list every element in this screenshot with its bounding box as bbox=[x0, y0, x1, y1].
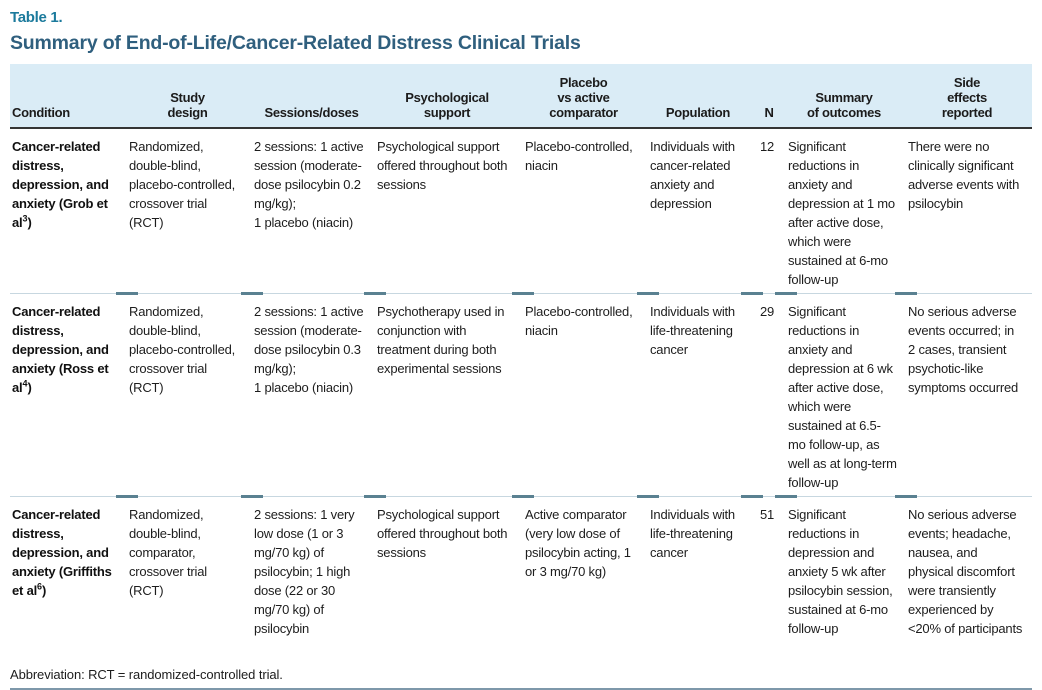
cell-study-design: Randomized, double-blind, placebo-contro… bbox=[116, 292, 252, 497]
cell-comparator: Placebo-controlled, niacin bbox=[512, 292, 648, 497]
condition-text: Cancer-related distress, depression, and… bbox=[12, 304, 109, 395]
cell-condition: Cancer-related distress, depression, and… bbox=[10, 293, 127, 497]
column-header-n: N bbox=[752, 64, 786, 129]
table-row: Cancer-related distress, depression, and… bbox=[10, 292, 1032, 497]
cell-side-effects: There were no clinically significant adv… bbox=[908, 139, 1020, 211]
table-label: Table 1. bbox=[10, 9, 63, 26]
cell-comparator: Active comparator (very low dose of psil… bbox=[512, 495, 648, 654]
cell-sessions-doses: 2 sessions: 1 active session (moderate-d… bbox=[254, 139, 364, 230]
column-header-population: Population bbox=[648, 64, 752, 129]
cell-population: Individuals with life-threatening cancer bbox=[637, 495, 752, 654]
cell-condition: Cancer-related distress, depression, and… bbox=[10, 128, 127, 294]
cell-condition: Cancer-related distress, depression, and… bbox=[10, 496, 127, 654]
cell-population: Individuals with cancer-related anxiety … bbox=[650, 139, 735, 211]
column-header-comparator: Placebo vs active comparator bbox=[523, 64, 648, 129]
cell-population: Individuals with life-threatening cancer bbox=[637, 292, 752, 497]
condition-suffix: ) bbox=[27, 380, 32, 395]
column-header-psychological-support: Psychological support bbox=[375, 64, 523, 129]
condition-suffix: ) bbox=[27, 215, 32, 230]
reference-superscript: 6 bbox=[37, 581, 43, 592]
column-header-condition: Condition bbox=[10, 64, 127, 129]
condition-suffix: ) bbox=[42, 583, 47, 598]
condition-text: Cancer-related distress, depression, and… bbox=[12, 507, 112, 598]
table-row: Cancer-related distress, depression, and… bbox=[10, 128, 1032, 294]
cell-psychological-support: Psychological support offered throughout… bbox=[364, 495, 523, 654]
cell-side-effects: No serious adverse events occurred; in 2… bbox=[895, 292, 1032, 497]
reference-superscript: 4 bbox=[22, 378, 28, 389]
column-header-outcomes: Summary of outcomes bbox=[786, 64, 906, 129]
cell-outcomes: Significant reductions in anxiety and de… bbox=[788, 139, 895, 287]
cell-outcomes: Significant reductions in anxiety and de… bbox=[775, 292, 906, 497]
column-header-study-design: Study design bbox=[127, 64, 252, 129]
cell-comparator: Placebo-controlled, niacin bbox=[525, 139, 633, 173]
cell-side-effects: No serious adverse events; headache, nau… bbox=[895, 495, 1032, 654]
condition-text: Cancer-related distress, depression, and… bbox=[12, 139, 109, 230]
cell-study-design: Randomized, double-blind, comparator, cr… bbox=[116, 495, 252, 654]
column-header-side-effects: Side effects reported bbox=[906, 64, 1032, 129]
clinical-trials-table: Condition Study design Sessions/doses Ps… bbox=[10, 64, 1032, 654]
column-header-sessions-doses: Sessions/doses bbox=[252, 64, 375, 129]
cell-n: 29 bbox=[741, 292, 786, 497]
cell-psychological-support: Psychological support offered throughout… bbox=[377, 139, 508, 192]
cell-outcomes: Significant reductions in depression and… bbox=[775, 495, 906, 654]
table-title: Summary of End-of-Life/Cancer-Related Di… bbox=[10, 32, 581, 54]
reference-superscript: 3 bbox=[22, 213, 28, 224]
table-row: Cancer-related distress, depression, and… bbox=[10, 495, 1032, 654]
cell-psychological-support: Psychotherapy used in conjunction with t… bbox=[364, 292, 523, 497]
abbreviation-footnote: Abbreviation: RCT = randomized-controlle… bbox=[10, 666, 283, 682]
cell-n: 51 bbox=[741, 495, 786, 654]
cell-n: 12 bbox=[759, 139, 775, 154]
cell-study-design: Randomized, double-blind, placebo-contro… bbox=[129, 139, 236, 230]
header-row: Condition Study design Sessions/doses Ps… bbox=[10, 64, 1032, 129]
cell-sessions-doses: 2 sessions: 1 very low dose (1 or 3 mg/7… bbox=[241, 495, 375, 654]
cell-sessions-doses: 2 sessions: 1 active session (moderate-d… bbox=[241, 292, 375, 497]
